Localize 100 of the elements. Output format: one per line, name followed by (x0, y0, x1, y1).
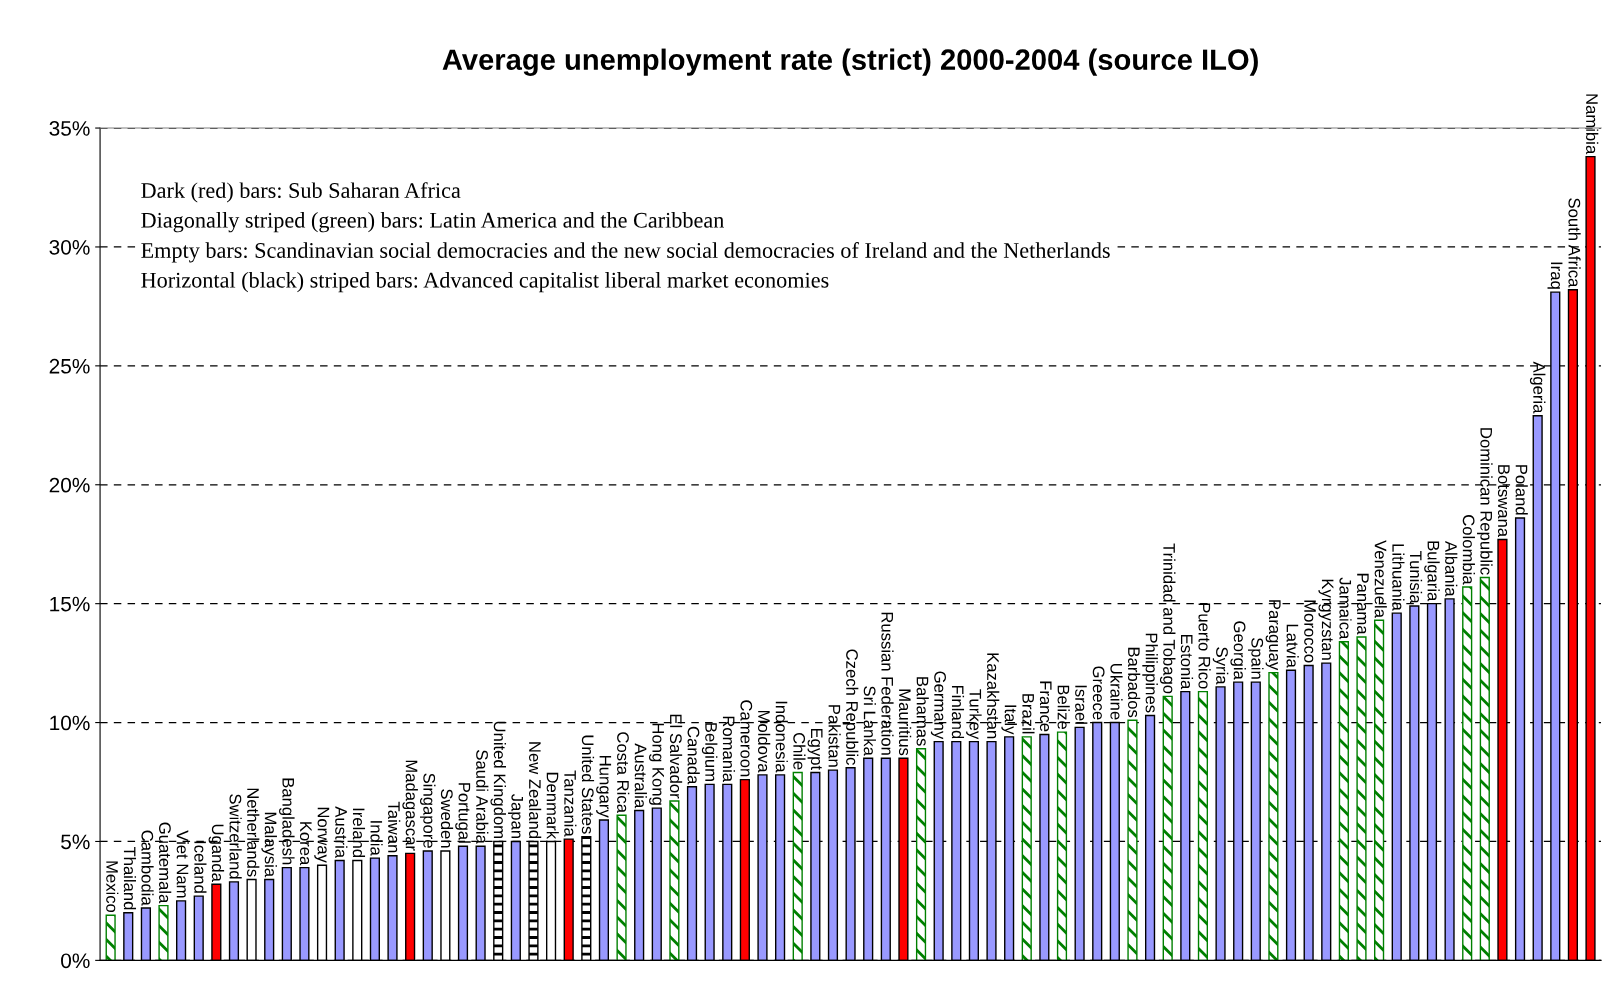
bar (1127, 719, 1138, 961)
x-tick-label: Tunisia (1409, 550, 1423, 604)
x-tick-label: Poland (1515, 465, 1528, 515)
x-tick-label: Czech Republic (842, 649, 859, 765)
x-tick-label: Kyrgyzstan (1318, 579, 1334, 660)
x-tick-label: Uganda (208, 824, 225, 882)
x-tick-label: Morocco (1304, 600, 1316, 663)
annotation: Horizontal (black) striped bars: Advanced capitalist liberal market economies (141, 272, 829, 293)
x-tick-label: Russian Federation (881, 612, 894, 755)
bar (1356, 636, 1367, 961)
x-tick-label: Korea (299, 822, 312, 866)
x-tick-label: Tanzania (564, 770, 577, 837)
y-tick-label: 5% (61, 834, 90, 850)
x-tick-label: Cameroon (740, 700, 753, 777)
x-tick-label: Canada (687, 726, 700, 785)
x-tick-label: Jamaica (1339, 577, 1352, 640)
x-tick-label: Bangladesh (279, 778, 295, 865)
x-tick-label: Bahamas (916, 677, 929, 746)
x-tick-label: Kazakhstan (987, 653, 1000, 739)
bar (105, 914, 116, 961)
x-tick-label: Iraq (1547, 262, 1563, 289)
x-tick-label: Australia (634, 743, 647, 809)
bar (158, 904, 169, 961)
x-tick-label: Belize (1057, 685, 1070, 729)
bar (1479, 576, 1490, 961)
chart-title: Average unemployment rate (strict) 2000-2004 (source ILO) (442, 48, 1258, 76)
x-tick-label: Bulgaria (1424, 541, 1440, 602)
x-tick-label: Iceland (194, 841, 207, 893)
y-tick-label: 25% (49, 358, 90, 374)
x-tick-label: Algeria (1529, 361, 1546, 414)
x-tick-label: Chile (793, 733, 806, 770)
x-tick-label: El Salvador (669, 714, 683, 799)
x-tick-label: Netherlands (247, 788, 260, 877)
x-tick-label: Brazil (1022, 694, 1035, 734)
x-tick-label: Namibia (1586, 94, 1599, 155)
bar (1462, 586, 1473, 961)
x-tick-label: Moldova (758, 710, 771, 773)
bar (669, 800, 680, 961)
x-tick-label: Switzerland (229, 794, 242, 879)
x-tick-label: Dominican Republic (1477, 428, 1493, 575)
x-tick-label: Mauritius (898, 689, 912, 756)
x-tick-label: Madagascar (402, 760, 418, 851)
x-tick-label: Pakistan (828, 705, 841, 767)
x-tick-label: Ireland (352, 808, 366, 858)
bar (1338, 641, 1349, 961)
x-tick-label: Germany (930, 671, 946, 740)
x-tick-label: Philippines (1142, 633, 1158, 713)
x-tick-label: Cambodia (141, 830, 154, 906)
x-tick-label: Costa Rica (617, 732, 630, 813)
x-tick-label: Denmark (546, 772, 559, 840)
bar (1374, 619, 1385, 961)
annotation: Dark (red) bars: Sub Saharan Africa (141, 182, 461, 203)
bar (1197, 690, 1209, 961)
y-tick-label: 35% (49, 121, 90, 136)
x-tick-label: Colombia (1462, 515, 1475, 585)
x-tick-label: Hong Kong (649, 723, 664, 805)
x-tick-label: Japan (508, 793, 523, 839)
y-tick-label: 15% (50, 596, 90, 612)
x-tick-label: Malaysia (261, 812, 277, 878)
x-tick-label: Puerto Rico (1198, 603, 1211, 689)
x-tick-label: United States (581, 735, 595, 834)
x-tick-label: Austria (335, 806, 348, 859)
x-tick-label: Latvia (1286, 624, 1299, 668)
x-tick-label: Spain (1248, 637, 1264, 679)
x-tick-label: Romania (722, 716, 736, 783)
y-tick-label: 0% (61, 953, 90, 969)
x-tick-label: Sri Lanka (863, 686, 876, 756)
x-tick-label: Turkey (966, 689, 982, 740)
x-tick-label: Ukraine (1110, 664, 1123, 720)
x-tick-label: Finland (951, 685, 965, 739)
x-tick-label: Greece (1092, 666, 1105, 720)
x-tick-label: Portugal (455, 783, 471, 843)
x-tick-label: Botswana (1497, 465, 1510, 538)
bar (1162, 695, 1173, 961)
x-tick-label: Indonesia (775, 701, 788, 773)
x-tick-label: Hungary (596, 756, 612, 818)
x-tick-label: Italy (1001, 705, 1017, 735)
x-tick-label: South Africa (1568, 198, 1581, 288)
x-tick-label: Viet Nam (176, 830, 189, 898)
x-tick-label: Barbados (1127, 647, 1141, 718)
y-tick-label: 10% (50, 715, 90, 731)
bar (616, 814, 627, 961)
x-tick-label: India (370, 821, 383, 856)
bar (915, 748, 927, 961)
x-tick-label: Lithuania (1392, 544, 1405, 611)
x-tick-label: Paraguay (1265, 600, 1281, 671)
bar (1268, 671, 1279, 961)
x-tick-label: Saudi Arabia (476, 750, 489, 844)
x-tick-label: Sweden (440, 789, 454, 848)
x-tick-label: Syria (1212, 647, 1229, 685)
x-tick-label: Taiwan (388, 801, 401, 853)
x-tick-label: Belgium (701, 723, 718, 781)
x-tick-label: Mexico (106, 861, 119, 913)
x-tick-label: Norway (314, 807, 330, 863)
x-tick-label: Singapore (419, 773, 436, 848)
x-tick-label: Estonia (1180, 635, 1194, 690)
x-tick-label: France (1039, 681, 1052, 732)
bar (792, 771, 803, 961)
x-tick-label: Israel (1075, 685, 1088, 724)
annotation: Empty bars: Scandinavian social democracies and the new social democracies of Ireland and the Netherlands (141, 242, 1110, 263)
